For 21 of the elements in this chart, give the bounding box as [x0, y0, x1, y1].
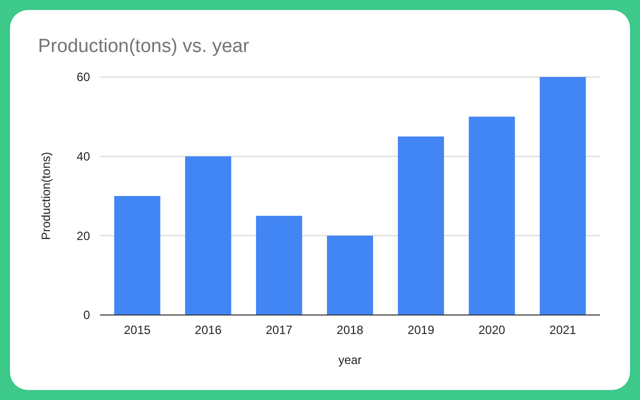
bar — [398, 136, 444, 315]
x-tick-label: 2017 — [266, 323, 293, 337]
y-tick-label: 40 — [76, 150, 90, 164]
x-tick-label: 2016 — [194, 323, 222, 337]
y-tick-label: 0 — [83, 308, 90, 322]
y-tick-label: 60 — [76, 70, 90, 84]
x-axis-title: year — [338, 353, 362, 367]
bar — [185, 156, 232, 315]
bar — [114, 196, 160, 315]
x-tick-label: 2019 — [408, 323, 435, 337]
chart-title: Production(tons) vs. year — [38, 36, 250, 57]
x-tick-label: 2020 — [478, 323, 506, 337]
x-tick-label: 2018 — [336, 323, 364, 337]
bar — [540, 77, 586, 315]
y-axis-title: Production(tons) — [39, 152, 53, 240]
x-tick-label: 2021 — [549, 323, 576, 337]
x-tick-label: 2015 — [124, 323, 151, 337]
bar — [468, 116, 515, 315]
bar — [326, 236, 374, 315]
y-tick-label: 20 — [76, 228, 90, 243]
bar — [256, 216, 302, 315]
